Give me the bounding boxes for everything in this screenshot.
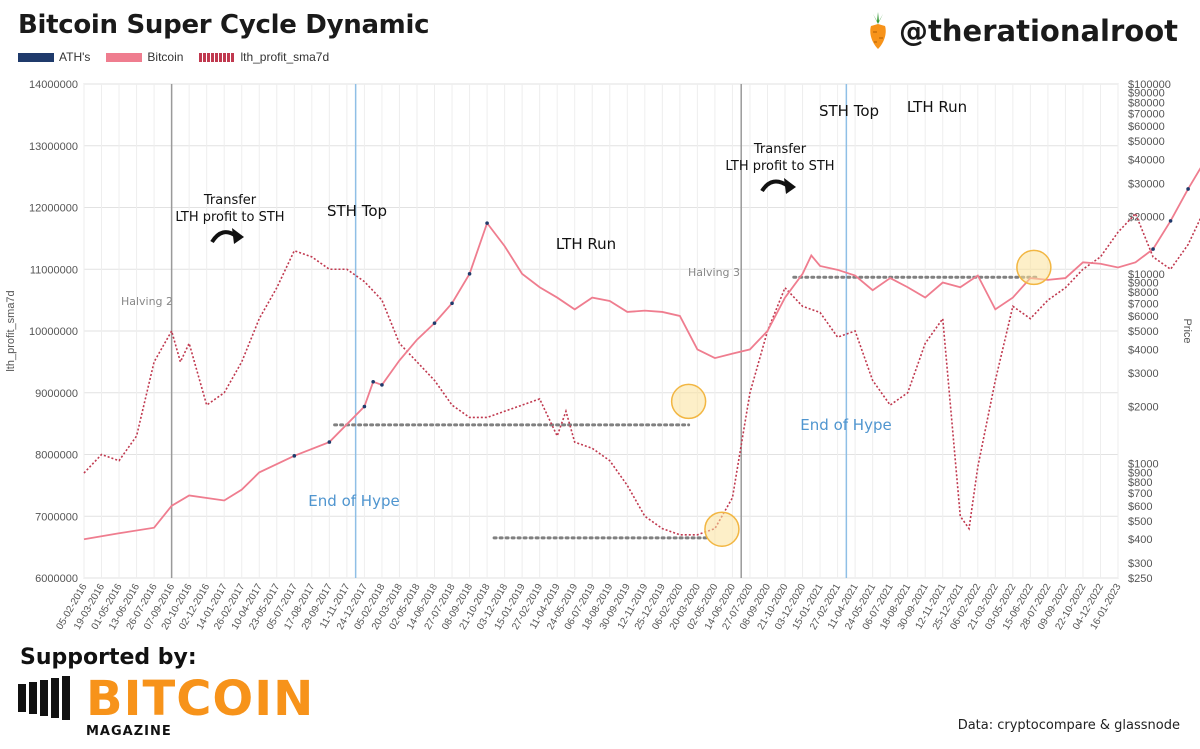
carrot-icon <box>870 12 886 49</box>
ath-marker <box>327 440 332 444</box>
series-bitcoin-line <box>83 167 1200 541</box>
lth-run-label-2021: LTH Run <box>907 98 967 116</box>
highlight-circle <box>670 383 707 420</box>
y-right-tick-label: $90000 <box>1128 88 1165 100</box>
y-right-tick-label: $9000 <box>1128 278 1159 290</box>
y-right-tick-label: $600 <box>1128 501 1152 513</box>
y-right-tick-label: $40000 <box>1128 155 1165 167</box>
transfer-arrow-head <box>784 178 796 194</box>
y-right-tick-label: $800 <box>1128 477 1152 489</box>
lth-run-label-2019: LTH Run <box>556 235 616 253</box>
y-right-tick-label: $700 <box>1128 488 1152 500</box>
y-right-tick-label: $300 <box>1128 558 1152 570</box>
y-right-tick-label: $80000 <box>1128 97 1165 109</box>
series-lth-profit-line <box>83 212 1200 536</box>
y-left-tick-label: 7000000 <box>35 511 78 523</box>
brand-word: BITCOIN <box>86 671 315 727</box>
y-left-tick-label: 9000000 <box>35 388 78 400</box>
bitcoin-magazine-logo: BITCOIN MAGAZINE <box>18 671 315 739</box>
transfer-arrow <box>760 179 790 193</box>
y-right-tick-label: $250 <box>1128 573 1152 585</box>
transfer-label-2017-line1: Transfer <box>203 193 257 208</box>
ath-marker <box>1186 187 1190 191</box>
highlight-circle <box>704 511 740 547</box>
sth-top-label-2021: STH Top <box>819 102 879 120</box>
y-right-tick-label: $20000 <box>1128 212 1165 224</box>
ath-marker <box>1168 219 1173 223</box>
ath-marker <box>292 454 297 458</box>
y-left-tick-label: 11000000 <box>30 264 78 276</box>
y-right-tick-label: $1000 <box>1128 459 1159 471</box>
end-of-hype-label-2018: End of Hype <box>308 492 399 510</box>
data-source: Data: cryptocompare & glassnode <box>957 718 1180 733</box>
transfer-arrow-head <box>232 228 244 244</box>
y-right-tick-label: $60000 <box>1128 121 1165 133</box>
legend: ATH's Bitcoin lth_profit_sma7d <box>18 50 329 64</box>
y-left-tick-label: 6000000 <box>35 573 78 585</box>
handle: @therationalroot <box>863 12 1178 50</box>
legend-swatch-bitcoin <box>106 52 143 62</box>
halving-2-label: Halving 2 <box>121 295 173 308</box>
end-of-hype-label-2021: End of Hype <box>800 416 891 434</box>
y-right-tick-label: $10000 <box>1128 269 1165 281</box>
legend-item-bitcoin[interactable]: Bitcoin <box>106 50 183 64</box>
y-right-tick-label: $2000 <box>1128 402 1159 414</box>
chart-title: Bitcoin Super Cycle Dynamic <box>18 10 430 40</box>
chart-area: 6000000 7000000 8000000 9000000 10000000 1100… <box>5 79 1200 632</box>
sth-top-label-2017: STH Top <box>327 202 387 220</box>
y-right-tick-label: $70000 <box>1128 108 1165 120</box>
y-right-tick-label: $7000 <box>1128 298 1159 310</box>
brand-sub: MAGAZINE <box>86 724 172 739</box>
y-left-tick-label: 14000000 <box>29 79 78 91</box>
magazine-stripes-icon <box>18 676 70 720</box>
y-right-tick-label: $400 <box>1128 534 1152 546</box>
y-left-tick-label: 8000000 <box>35 450 78 462</box>
y-left-axis-title: lth_profit_sma7d <box>5 290 17 371</box>
y-right-tick-label: $30000 <box>1128 178 1165 190</box>
ath-marker <box>380 383 384 387</box>
legend-item-lth[interactable]: lth_profit_sma7d <box>199 50 329 64</box>
ath-marker <box>450 301 454 306</box>
y-right-tick-label: $6000 <box>1128 311 1159 323</box>
y-right-tick-label: $900 <box>1128 467 1152 479</box>
y-left-tick-label: 13000000 <box>29 141 78 153</box>
legend-swatch-lth <box>199 52 236 62</box>
halving-3-label: Halving 3 <box>688 266 740 279</box>
y-right-tick-label: $5000 <box>1128 326 1159 338</box>
y-right-tick-label: $100000 <box>1128 79 1171 91</box>
ath-marker <box>1151 247 1155 251</box>
legend-swatch-ath <box>18 52 54 62</box>
ath-marker <box>371 380 375 384</box>
legend-label-bitcoin: Bitcoin <box>147 50 184 64</box>
y-right-tick-label: $8000 <box>1128 287 1159 299</box>
ath-marker <box>432 321 437 325</box>
ath-marker <box>467 272 472 276</box>
transfer-label-2021-line1: Transfer <box>753 142 807 157</box>
legend-item-ath[interactable]: ATH's <box>18 50 90 64</box>
transfer-label-2017-line2: LTH profit to STH <box>175 210 284 225</box>
ath-marker <box>362 404 367 409</box>
handle-text: @therationalroot <box>899 14 1178 48</box>
y-left-tick-label: 10000000 <box>29 326 78 338</box>
highlight-circle <box>1016 249 1052 286</box>
legend-label-lth: lth_profit_sma7d <box>240 50 330 64</box>
supported-by: Supported by: <box>20 645 197 670</box>
y-right-axis-title: Price <box>1181 318 1193 343</box>
y-right-tick-label: $4000 <box>1128 344 1159 356</box>
y-right-tick-label: $500 <box>1128 516 1152 528</box>
y-left-tick-label: 12000000 <box>29 203 78 215</box>
y-right-tick-label: $3000 <box>1128 368 1159 380</box>
y-right-tick-label: $50000 <box>1128 136 1165 148</box>
ath-marker <box>485 221 489 225</box>
legend-label-ath: ATH's <box>59 50 91 64</box>
transfer-label-2021-line2: LTH profit to STH <box>725 159 834 174</box>
